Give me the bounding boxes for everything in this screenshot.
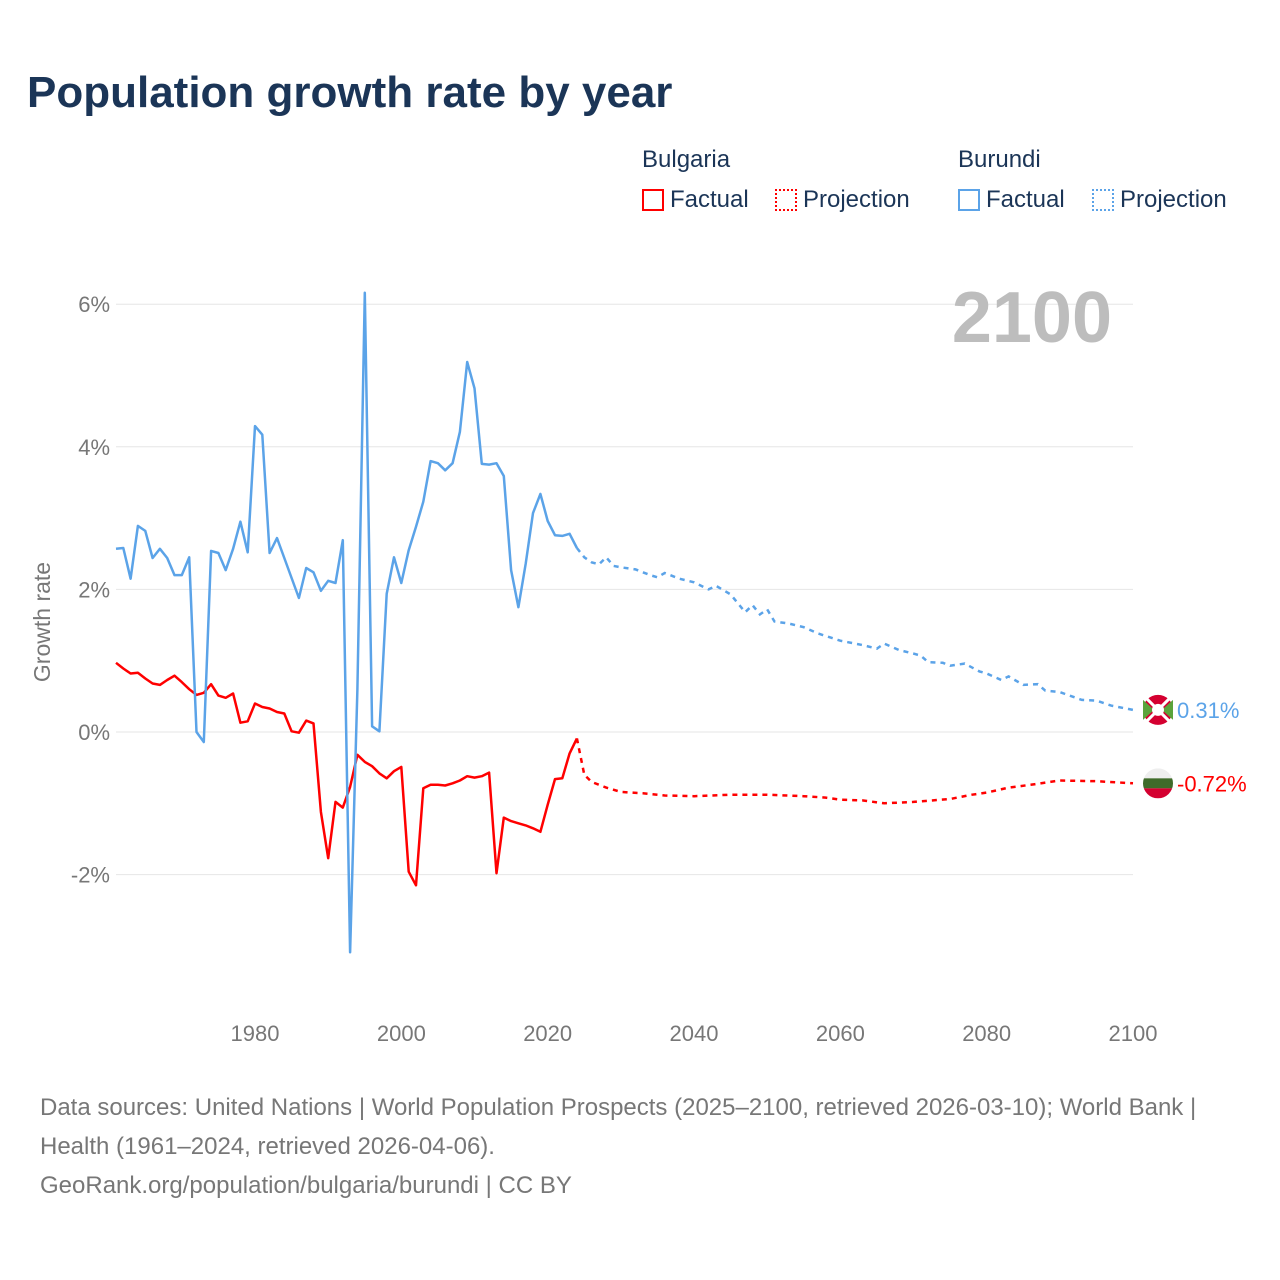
flag-stripe-red: [1143, 788, 1173, 799]
flag-disc: [1152, 703, 1164, 716]
legend-label: Projection: [1120, 186, 1227, 213]
line-chart: -2%0%2%4%6%1980 2000 2020 2040 2060 2080 2100 …: [29, 278, 1247, 1046]
burundi-factual-line: [115, 291, 579, 954]
legend-label: Projection: [803, 186, 910, 213]
y-axis-label: Growth rate: [29, 562, 55, 682]
flag-green: [1143, 699, 1173, 720]
legend-label: Factual: [986, 186, 1065, 213]
legend-swatch-solid-blue: [958, 189, 980, 211]
burundi-projection-line: [575, 547, 1134, 712]
x-tick-label: 2020: [523, 1021, 572, 1046]
bulgaria-flag-icon: [1143, 768, 1173, 799]
legend-bulgaria-factual[interactable]: Factual: [642, 186, 749, 214]
x-tick-label: 2000: [377, 1021, 426, 1046]
y-tick-label: 4%: [78, 435, 110, 460]
legend-bulgaria-projection[interactable]: Projection: [775, 186, 910, 214]
y-tick-label: -2%: [71, 863, 110, 888]
legend-group-burundi: Burundi: [958, 146, 1041, 173]
flag-stripe-white: [1143, 768, 1173, 779]
x-tick-label: 2060: [816, 1021, 865, 1046]
x-tick-label: 2040: [670, 1021, 719, 1046]
legend-swatch-dotted-red: [775, 189, 797, 211]
y-tick-label: 0%: [78, 720, 110, 745]
x-tick-label: 1980: [231, 1021, 280, 1046]
burundi-flag-icon: [1143, 694, 1173, 725]
x-tick-label: 2100: [1109, 1021, 1158, 1046]
chart-title: Population growth rate by year: [27, 68, 673, 117]
year-watermark: 2100: [952, 278, 1112, 358]
footer: Data sources: United Nations | World Pop…: [40, 1088, 1240, 1205]
bulgaria-end-value-label: -0.72%: [1177, 771, 1247, 796]
legend-label: Factual: [670, 186, 749, 213]
bulgaria-projection-line: [575, 738, 1134, 805]
y-tick-label: 6%: [78, 292, 110, 317]
burundi-end-value-label: 0.31%: [1177, 698, 1239, 723]
legend-burundi-projection[interactable]: Projection: [1092, 186, 1227, 214]
legend-swatch-solid-red: [642, 189, 664, 211]
attribution-link[interactable]: GeoRank.org/population/bulgaria/burundi …: [40, 1172, 572, 1199]
x-tick-label: 2080: [962, 1021, 1011, 1046]
flag-stripe-green: [1143, 778, 1173, 789]
legend-swatch-dotted-blue: [1092, 189, 1114, 211]
data-sources: Data sources: United Nations | World Pop…: [40, 1094, 1197, 1160]
y-tick-label: 2%: [78, 577, 110, 602]
legend-burundi-factual[interactable]: Factual: [958, 186, 1065, 214]
legend-group-bulgaria: Bulgaria: [642, 146, 731, 173]
